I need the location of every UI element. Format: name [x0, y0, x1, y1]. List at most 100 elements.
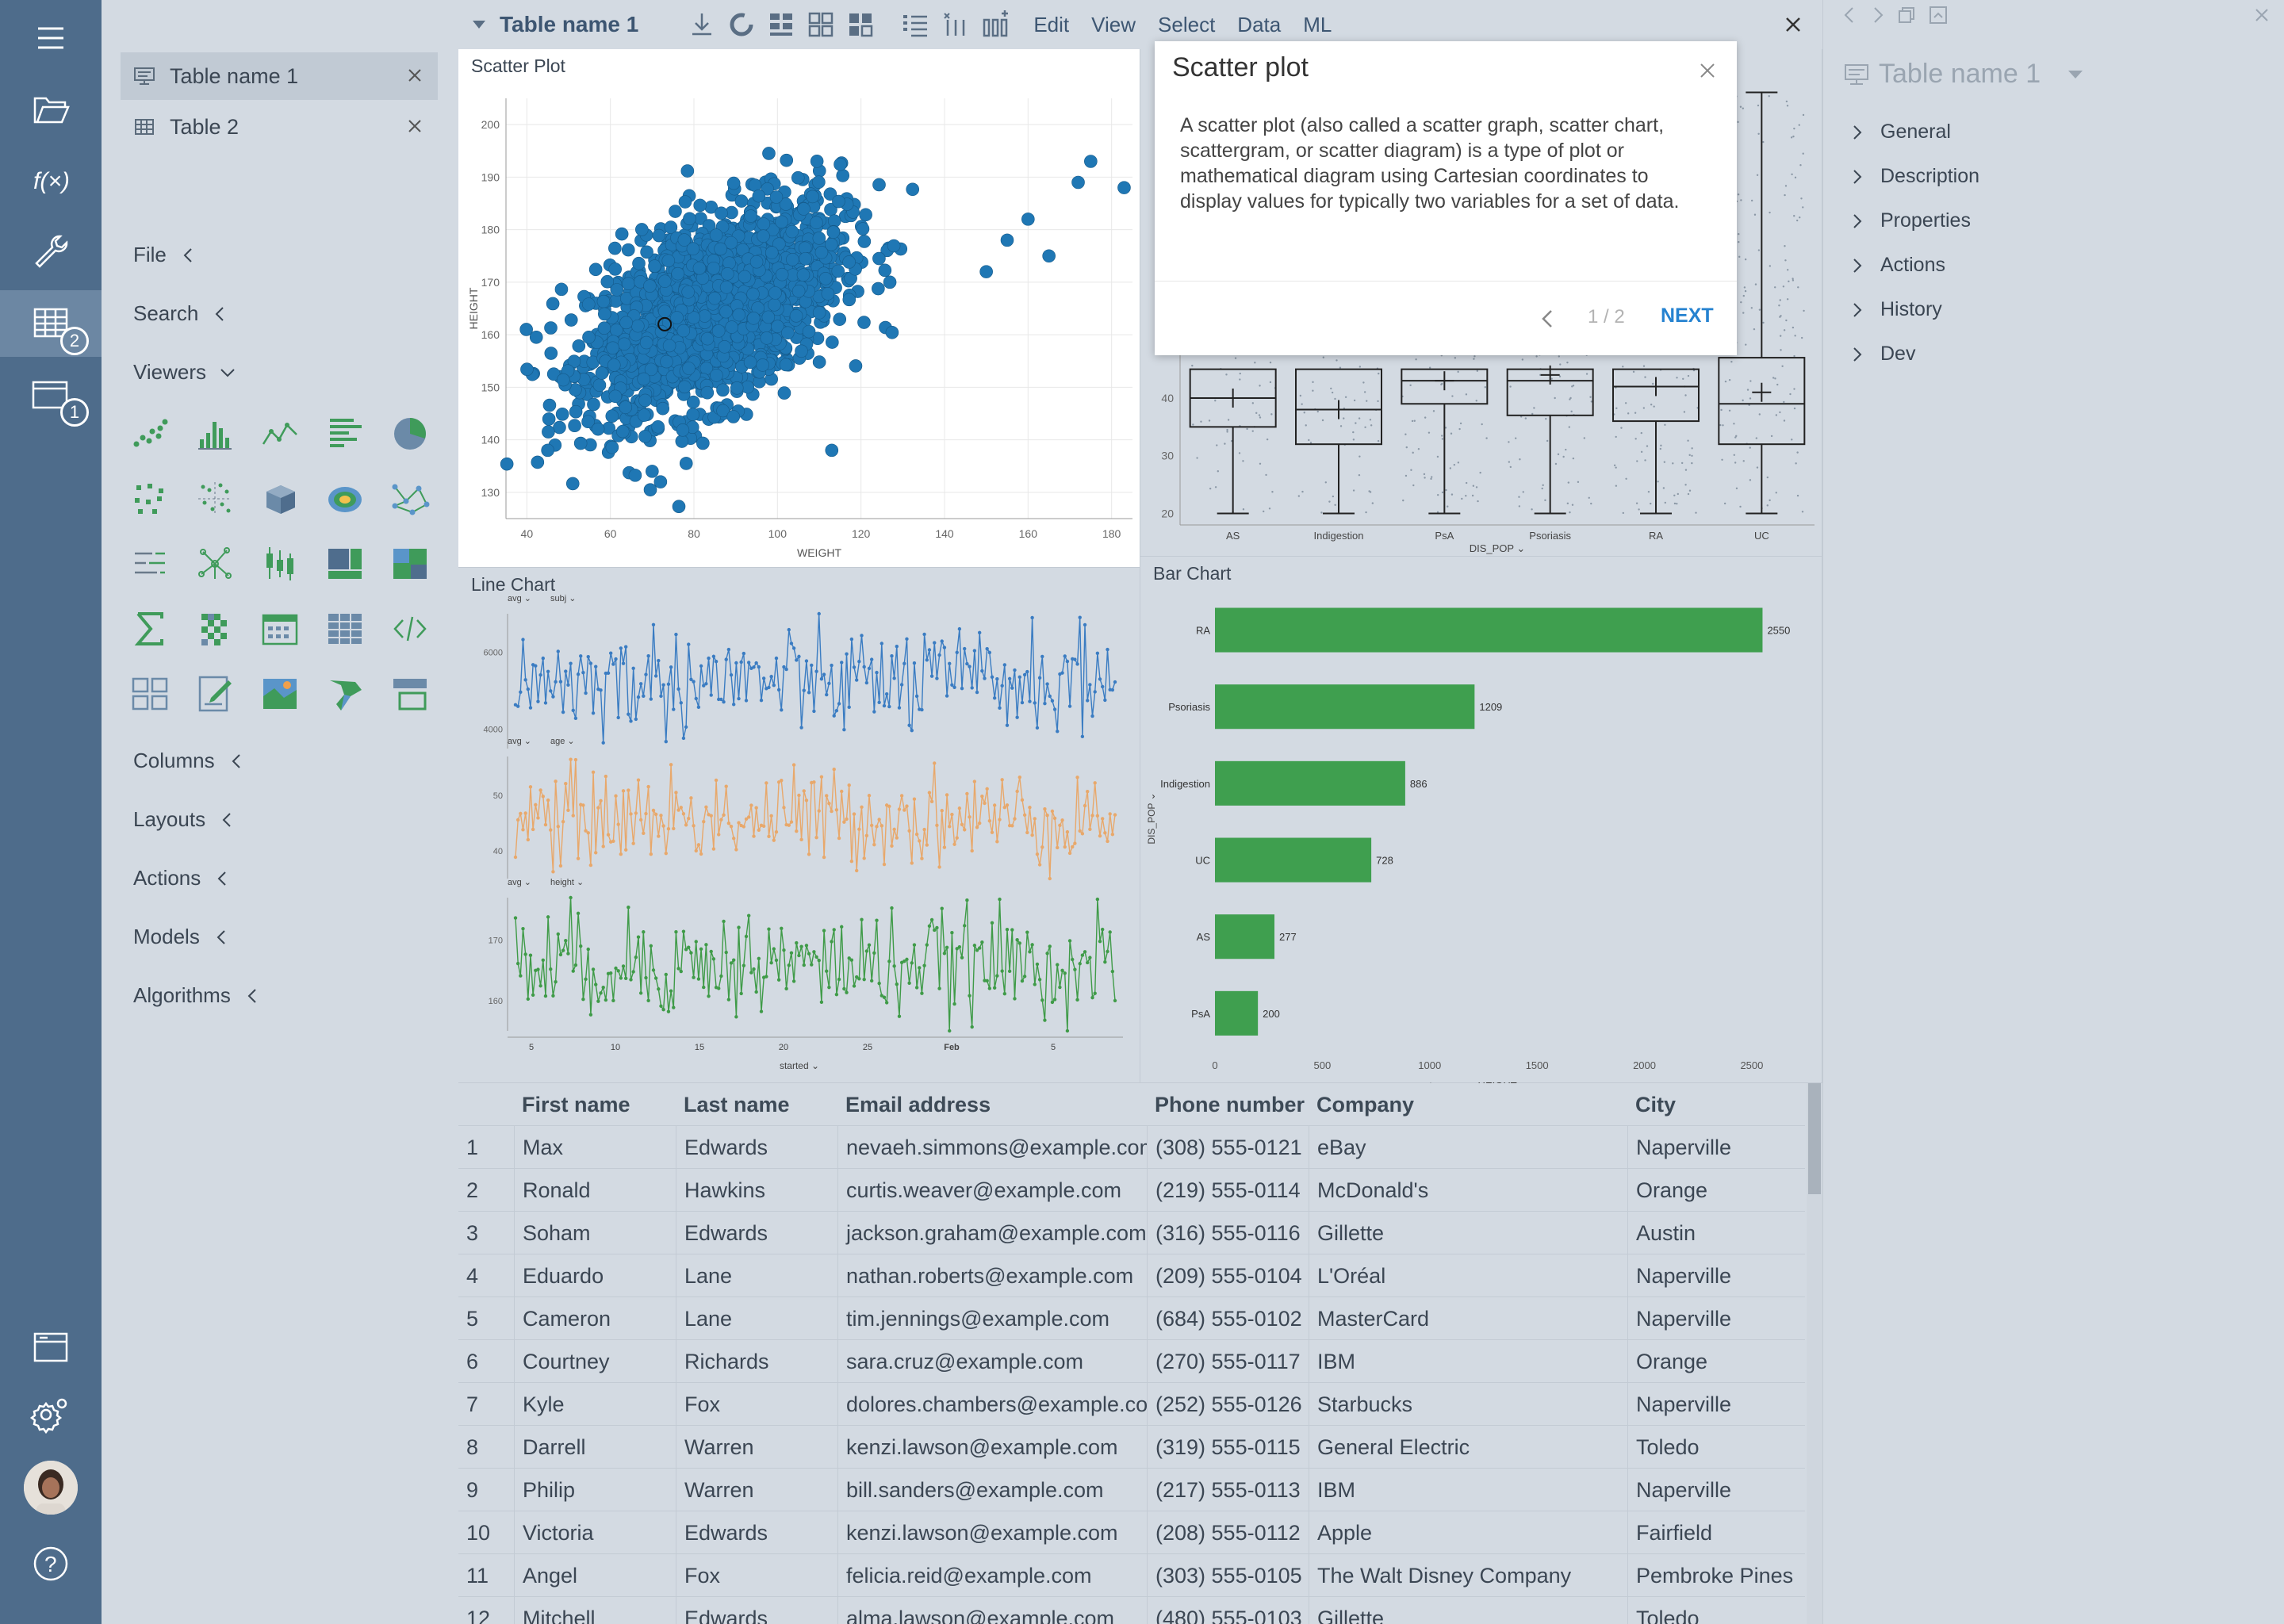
section-search[interactable]: Search [133, 301, 230, 326]
table-row[interactable]: 5 Cameron Lane tim.jennings@example.com (684… [458, 1297, 1805, 1340]
wrench-icon[interactable] [0, 219, 102, 285]
pc-plot-icon[interactable] [128, 542, 171, 585]
grid-cell[interactable]: Mitchell [514, 1597, 676, 1624]
grid-cell[interactable]: Courtney [514, 1340, 676, 1383]
grid-cell[interactable]: jackson.graham@example.com [837, 1212, 1147, 1254]
grid-cell[interactable]: Naperville [1627, 1469, 1807, 1511]
grid-cell[interactable]: Lane [676, 1297, 837, 1340]
grid-cell[interactable]: Eduardo [514, 1254, 676, 1297]
settings-gear-icon[interactable] [0, 1380, 102, 1446]
grid-cell[interactable]: Lane [676, 1254, 837, 1297]
column-header[interactable]: First name [522, 1093, 630, 1116]
collapse-icon[interactable] [1928, 5, 1949, 25]
grid-cell[interactable]: Starbucks [1309, 1383, 1627, 1426]
section-viewers[interactable]: Viewers [133, 360, 238, 385]
accordion-actions[interactable]: Actions [1849, 254, 1945, 277]
close-icon[interactable] [403, 63, 427, 87]
scatter-plot-icon[interactable] [128, 412, 171, 455]
grid-cell[interactable]: MasterCard [1309, 1297, 1627, 1340]
grid-cell[interactable]: (252) 555-0126 [1147, 1383, 1309, 1426]
open-table-tab-2[interactable]: Table 2 [121, 103, 438, 151]
column-header[interactable]: Last name [684, 1093, 790, 1116]
tree-map-icon[interactable] [324, 542, 366, 585]
scatter-plot-viewer[interactable]: Scatter Plot 130 140 150 160 170 180 190 200 40 6… [458, 49, 1140, 568]
grid-cell[interactable]: (316) 555-0116 [1147, 1212, 1309, 1254]
grid-viewer-icon[interactable] [324, 607, 366, 650]
grid-cell[interactable]: Victoria [514, 1511, 676, 1554]
grid-cell[interactable]: Edwards [676, 1597, 837, 1624]
line-chart-viewer[interactable]: Line Chart avg ⌄ subj ⌄ 4000 6000 avg ⌄ age ⌄… [458, 568, 1140, 1083]
hamburger-menu-icon[interactable] [0, 5, 102, 71]
grid-cell[interactable]: (217) 555-0113 [1147, 1469, 1309, 1511]
grid-cell[interactable]: Kyle [514, 1383, 676, 1426]
grid-cell[interactable]: nevaeh.simmons@example.com [837, 1126, 1147, 1169]
grid-cell[interactable]: Max [514, 1126, 676, 1169]
grid-scrollbar[interactable] [1807, 1083, 1822, 1624]
grid-cell[interactable]: sara.cruz@example.com [837, 1340, 1147, 1383]
map-icon[interactable] [259, 672, 301, 715]
column-header[interactable]: City [1635, 1093, 1677, 1116]
section-layouts[interactable]: Layouts [133, 807, 237, 832]
chevron-left-icon[interactable] [1539, 308, 1556, 330]
section-models[interactable]: Models [133, 925, 232, 949]
menu-edit[interactable]: Edit [1033, 12, 1070, 36]
tables-icon[interactable]: 2 [0, 290, 102, 357]
grid-cell[interactable]: curtis.weaver@example.com [837, 1169, 1147, 1212]
matrix-plot-icon[interactable] [194, 477, 236, 520]
grid-cell[interactable]: kenzi.lawson@example.com [837, 1511, 1147, 1554]
density-plot-icon[interactable] [324, 477, 366, 520]
close-icon[interactable] [1696, 59, 1719, 82]
grid-cell[interactable]: Orange [1627, 1340, 1807, 1383]
projects-icon[interactable]: 1 [0, 362, 102, 428]
grid-cell[interactable]: Darrell [514, 1426, 676, 1469]
grid-cell[interactable]: (270) 555-0117 [1147, 1340, 1309, 1383]
user-avatar[interactable] [24, 1461, 78, 1515]
grid-cell[interactable]: (480) 555-0103 [1147, 1597, 1309, 1624]
grid-cell[interactable]: Apple [1309, 1511, 1627, 1554]
grid-cell[interactable]: General Electric [1309, 1426, 1627, 1469]
grid-cell[interactable]: Fairfield [1627, 1511, 1807, 1554]
accordion-description[interactable]: Description [1849, 165, 1979, 188]
trellis-plot-icon[interactable] [128, 477, 171, 520]
grid-cell[interactable]: L'Oréal [1309, 1254, 1627, 1297]
table-row[interactable]: 3 Soham Edwards jackson.graham@example.com(… [458, 1212, 1805, 1254]
grid-cell[interactable]: Ronald [514, 1169, 676, 1212]
section-actions[interactable]: Actions [133, 866, 232, 891]
grid-cell[interactable]: Edwards [676, 1212, 837, 1254]
grid-cell[interactable]: Hawkins [676, 1169, 837, 1212]
grid-cell[interactable]: The Walt Disney Company [1309, 1554, 1627, 1597]
view-title[interactable]: Table name 1 [500, 12, 639, 36]
download-icon[interactable] [686, 9, 718, 40]
section-file[interactable]: File [133, 243, 198, 267]
box-plot-icon[interactable] [259, 542, 301, 585]
duplicate-icon[interactable] [1896, 5, 1917, 25]
grid-cell[interactable]: Toledo [1627, 1426, 1807, 1469]
column-header[interactable]: Phone number [1155, 1093, 1305, 1116]
open-table-tab-1[interactable]: Table name 1 [121, 52, 438, 100]
menu-view[interactable]: View [1091, 12, 1136, 36]
table-row[interactable]: 9 Philip Warren bill.sanders@example.com (21… [458, 1469, 1805, 1511]
grid-cell[interactable]: Fox [676, 1383, 837, 1426]
scroll-thumb[interactable] [1808, 1083, 1821, 1194]
grid-cell[interactable]: alma.lawson@example.com [837, 1597, 1147, 1624]
close-view-icon[interactable] [1781, 13, 1805, 36]
code-icon[interactable] [389, 607, 431, 650]
accordion-history[interactable]: History [1849, 298, 1942, 321]
table-row[interactable]: 6 Courtney Richards sara.cruz@example.com (2… [458, 1340, 1805, 1383]
close-icon[interactable] [403, 114, 427, 138]
grid-cell[interactable]: Angel [514, 1554, 676, 1597]
table-row[interactable]: 4 Eduardo Lane nathan.roberts@example.com (2… [458, 1254, 1805, 1297]
histogram-icon[interactable] [194, 412, 236, 455]
grid-cell[interactable]: Naperville [1627, 1297, 1807, 1340]
layout-split-icon[interactable] [805, 9, 837, 40]
table-row[interactable]: 11 Angel Fox felicia.reid@example.com (303) … [458, 1554, 1805, 1597]
grid-cell[interactable]: Fox [676, 1554, 837, 1597]
table-row[interactable]: 7 Kyle Fox dolores.chambers@example.com (252… [458, 1383, 1805, 1426]
table-row[interactable]: 8 Darrell Warren kenzi.lawson@example.com (3… [458, 1426, 1805, 1469]
grid-cell[interactable]: (208) 555-0112 [1147, 1511, 1309, 1554]
list-columns-icon[interactable] [900, 9, 932, 40]
grid-cell[interactable]: nathan.roberts@example.com [837, 1254, 1147, 1297]
